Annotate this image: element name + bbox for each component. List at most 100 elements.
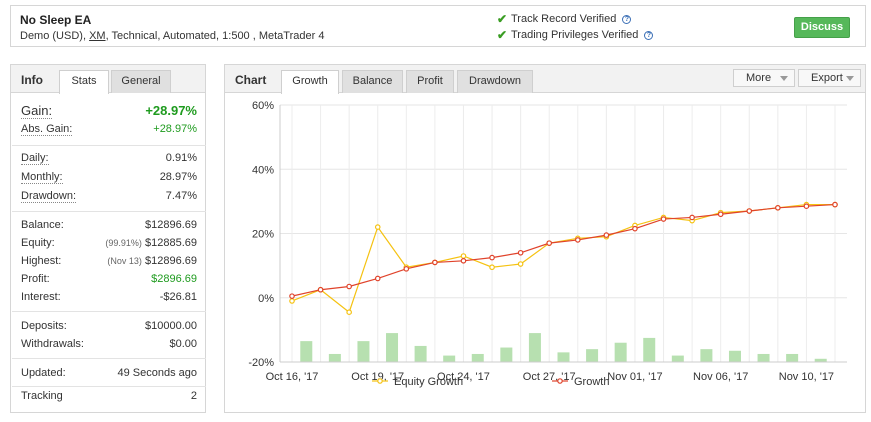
growth-point — [403, 266, 410, 272]
tab-drawdown[interactable]: Drawdown — [457, 70, 533, 93]
growth-point — [660, 216, 667, 222]
bar — [757, 353, 770, 362]
growth-point — [803, 203, 810, 209]
highest-value: $12896.69 — [145, 255, 197, 267]
x-tick-label: Oct 16, '17 — [266, 371, 319, 383]
trading-privileges-label: Trading Privileges Verified — [511, 29, 639, 41]
bar — [414, 345, 427, 362]
growth-point — [460, 258, 467, 264]
tab-stats[interactable]: Stats — [59, 70, 109, 94]
profit-value: $2896.69 — [151, 273, 197, 285]
system-header: No Sleep EA Demo (USD), XM, Technical, A… — [10, 5, 866, 47]
check-icon: ✔ — [497, 12, 508, 26]
y-tick-label: 20% — [252, 229, 274, 241]
info-title: Info — [21, 73, 43, 87]
bar — [386, 333, 399, 362]
account-suffix: , Technical, Automated, 1:500 , MetaTrad… — [105, 30, 325, 42]
growth-point — [374, 275, 381, 282]
tracking-value: 2 — [190, 390, 197, 402]
drawdown-label: Drawdown: — [21, 190, 77, 203]
equity-growth-point — [374, 224, 381, 230]
bar — [728, 350, 741, 362]
help-icon[interactable]: ? — [644, 30, 654, 40]
monthly-label: Monthly: — [21, 171, 63, 184]
profit-label: Profit: — [21, 273, 50, 285]
check-icon: ✔ — [497, 28, 508, 42]
growth-point — [775, 205, 781, 211]
divider — [12, 311, 206, 312]
growth-legend-label: Growth — [574, 376, 609, 388]
growth-chart[interactable]: -20% 0% 20% 40% 60% Oct 16, '17 Oct 19, '17 Oct… — [225, 94, 865, 412]
bar — [814, 358, 827, 362]
tab-balance[interactable]: Balance — [342, 70, 403, 93]
divider — [12, 358, 206, 359]
help-icon[interactable]: ? — [622, 14, 632, 24]
system-title: No Sleep EA — [20, 13, 92, 27]
daily-label: Daily: — [21, 152, 49, 165]
y-tick-label: 40% — [252, 164, 274, 176]
gain-value: +28.97% — [145, 103, 197, 118]
interest-value: -$26.81 — [159, 291, 197, 303]
balance-label: Balance: — [21, 219, 64, 231]
growth-point — [346, 283, 352, 290]
divider — [12, 145, 206, 146]
abs-gain-value: +28.97% — [153, 123, 197, 135]
bar — [528, 333, 541, 362]
bar — [557, 352, 570, 362]
equity-label: Equity: — [21, 237, 55, 249]
bar — [328, 353, 341, 362]
discuss-button[interactable]: Discuss — [794, 17, 850, 38]
more-label: More — [746, 72, 772, 84]
equity-growth-point — [517, 261, 524, 267]
bar — [700, 349, 713, 362]
info-panel-header: Info Stats General — [11, 65, 205, 94]
equity-growth-point — [289, 298, 295, 304]
x-tick-label: Oct 19, '17 — [351, 371, 404, 383]
monthly-value: 28.97% — [159, 171, 197, 183]
growth-point — [574, 237, 581, 243]
bar — [443, 355, 456, 362]
chart-panel: Chart Growth Balance Profit Drawdown Mor… — [224, 64, 866, 413]
x-tick-label: Oct 24, '17 — [437, 371, 490, 383]
growth-point — [289, 293, 295, 299]
growth-point — [317, 286, 324, 293]
interest-label: Interest: — [21, 291, 61, 303]
abs-gain-label: Abs. Gain: — [21, 123, 73, 136]
y-tick-label: 0% — [258, 293, 274, 305]
more-dropdown[interactable]: More — [733, 69, 795, 87]
export-dropdown[interactable]: Export — [798, 69, 861, 87]
track-record-verified: ✔ Track Record Verified ? — [497, 12, 632, 26]
bar — [671, 355, 684, 362]
chart-panel-header: Chart Growth Balance Profit Drawdown Mor… — [225, 65, 865, 94]
growth-point — [546, 240, 553, 246]
equity-percent: (99.91%) — [105, 238, 142, 248]
x-tick-label: Nov 10, '17 — [779, 371, 834, 383]
divider — [12, 211, 206, 212]
tab-profit[interactable]: Profit — [406, 70, 454, 93]
withdrawals-label: Withdrawals: — [21, 338, 84, 350]
growth-point — [632, 225, 638, 232]
info-panel: Info Stats General Gain: +28.97% Abs. Ga… — [10, 64, 206, 413]
equity-growth-legend-marker — [377, 378, 383, 384]
x-tick-label: Nov 01, '17 — [607, 371, 662, 383]
broker-link[interactable]: XM — [89, 30, 106, 42]
deposits-label: Deposits: — [21, 320, 67, 332]
growth-point — [603, 232, 610, 238]
deposits-value: $10000.00 — [145, 320, 197, 332]
chart-title: Chart — [235, 73, 267, 87]
growth-point — [489, 254, 495, 261]
tab-general[interactable]: General — [111, 70, 171, 93]
bar — [586, 349, 599, 362]
highest-label: Highest: — [21, 255, 62, 267]
divider — [12, 386, 206, 387]
balance-value: $12896.69 — [145, 219, 197, 231]
tab-growth[interactable]: Growth — [281, 70, 339, 94]
bar — [500, 347, 513, 362]
account-prefix: Demo (USD), — [20, 30, 90, 42]
account-info: Demo (USD), XM, Technical, Automated, 1:… — [20, 30, 324, 42]
equity-growth-point — [460, 253, 467, 259]
growth-line — [291, 203, 836, 297]
growth-point — [832, 201, 838, 208]
equity-growth-line — [291, 203, 835, 314]
updated-value: 49 Seconds ago — [117, 367, 197, 379]
